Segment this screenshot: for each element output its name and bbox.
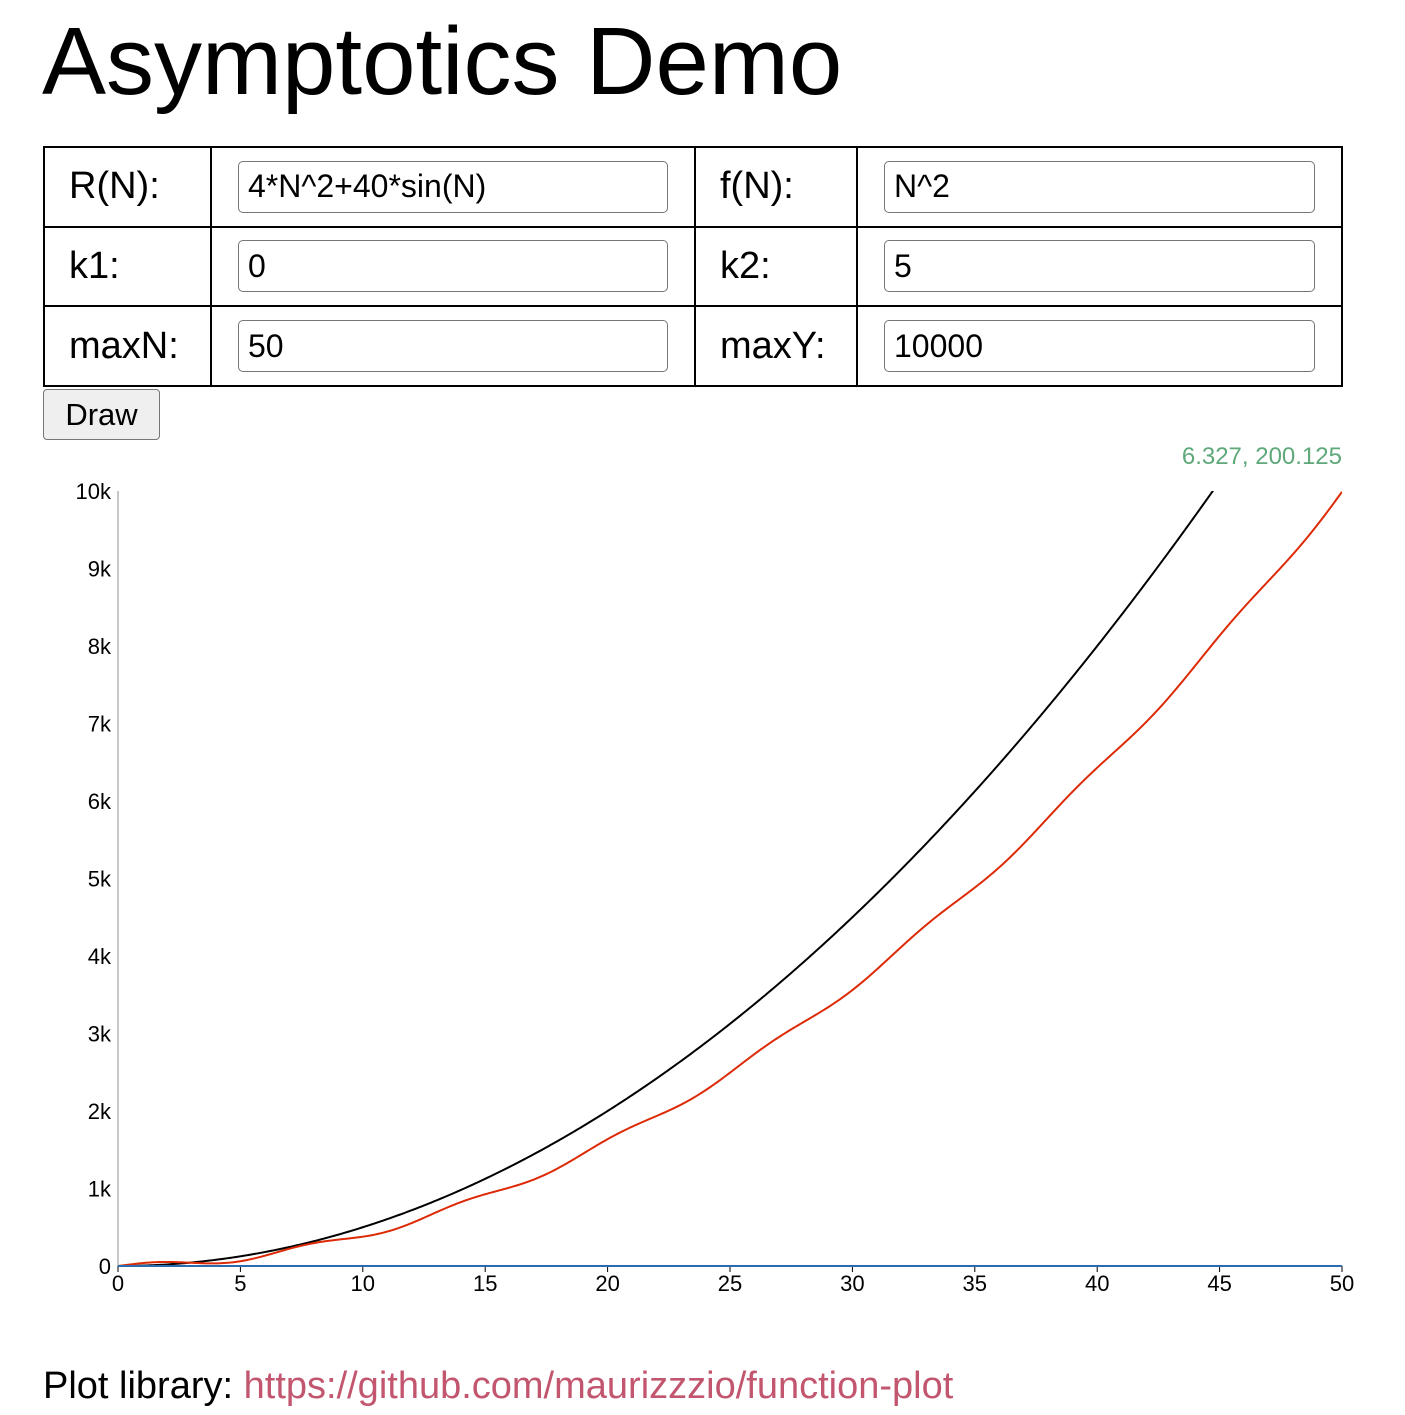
maxn-input[interactable] xyxy=(238,320,668,373)
y-tick-label: 4k xyxy=(88,944,112,969)
y-tick-label: 5k xyxy=(88,867,112,892)
x-tick-label: 30 xyxy=(840,1271,864,1296)
x-tick-label: 35 xyxy=(963,1271,987,1296)
f-input[interactable] xyxy=(884,160,1315,213)
y-tick-label: 1k xyxy=(88,1177,112,1202)
k1-label: k1: xyxy=(43,225,212,308)
r-of-n-curve xyxy=(118,491,1342,1267)
maxn-label: maxN: xyxy=(43,305,212,387)
x-tick-label: 50 xyxy=(1330,1271,1354,1296)
coordinate-readout: 6.327, 200.125 xyxy=(1181,443,1342,470)
parameters-table: R(N): f(N): k1: k2: maxN: maxY: xyxy=(43,146,1343,387)
footer-label: Plot library: xyxy=(43,1365,234,1407)
plot-curves xyxy=(118,491,1342,1267)
y-tick-label: 10k xyxy=(76,479,112,504)
k1-input[interactable] xyxy=(238,240,668,293)
x-tick-labels: 0 5 10 15 20 25 30 35 40 45 50 xyxy=(112,1266,1354,1296)
maxy-label: maxY: xyxy=(694,305,858,387)
x-tick-label: 0 xyxy=(112,1271,124,1296)
upper-bound-curve xyxy=(118,491,1215,1267)
y-tick-labels: 0 1k 2k 3k 4k 5k 6k 7k 8k 9k 10k xyxy=(76,479,112,1279)
x-tick-label: 15 xyxy=(473,1271,497,1296)
page-title: Asymptotics Demo xyxy=(42,8,843,115)
y-tick-label: 6k xyxy=(88,789,112,814)
y-tick-label: 9k xyxy=(88,557,112,582)
k2-input[interactable] xyxy=(884,240,1315,293)
function-plot[interactable]: 0 5 10 15 20 25 30 35 40 45 50 0 1k 2k 3k 4k 5k 6k 7k 8k 9k… xyxy=(0,0,1405,1340)
y-tick-label: 0 xyxy=(99,1254,111,1279)
f-label: f(N): xyxy=(694,146,858,228)
y-tick-label: 7k xyxy=(88,712,112,737)
x-tick-label: 10 xyxy=(351,1271,375,1296)
x-tick-label: 45 xyxy=(1207,1271,1231,1296)
function-plot-link[interactable]: https://github.com/maurizzzio/function-p… xyxy=(243,1365,954,1407)
x-tick-label: 5 xyxy=(234,1271,246,1296)
x-tick-label: 40 xyxy=(1085,1271,1109,1296)
y-tick-label: 3k xyxy=(88,1022,112,1047)
r-input[interactable] xyxy=(238,160,668,213)
x-tick-label: 25 xyxy=(718,1271,742,1296)
k2-label: k2: xyxy=(694,225,858,308)
r-label: R(N): xyxy=(43,146,212,228)
maxy-input[interactable] xyxy=(884,320,1315,373)
y-tick-label: 8k xyxy=(88,634,112,659)
footer: Plot library: https://github.com/maurizz… xyxy=(43,1362,953,1410)
y-tick-label: 2k xyxy=(88,1099,112,1124)
x-tick-label: 20 xyxy=(595,1271,619,1296)
draw-button[interactable]: Draw xyxy=(43,389,160,440)
